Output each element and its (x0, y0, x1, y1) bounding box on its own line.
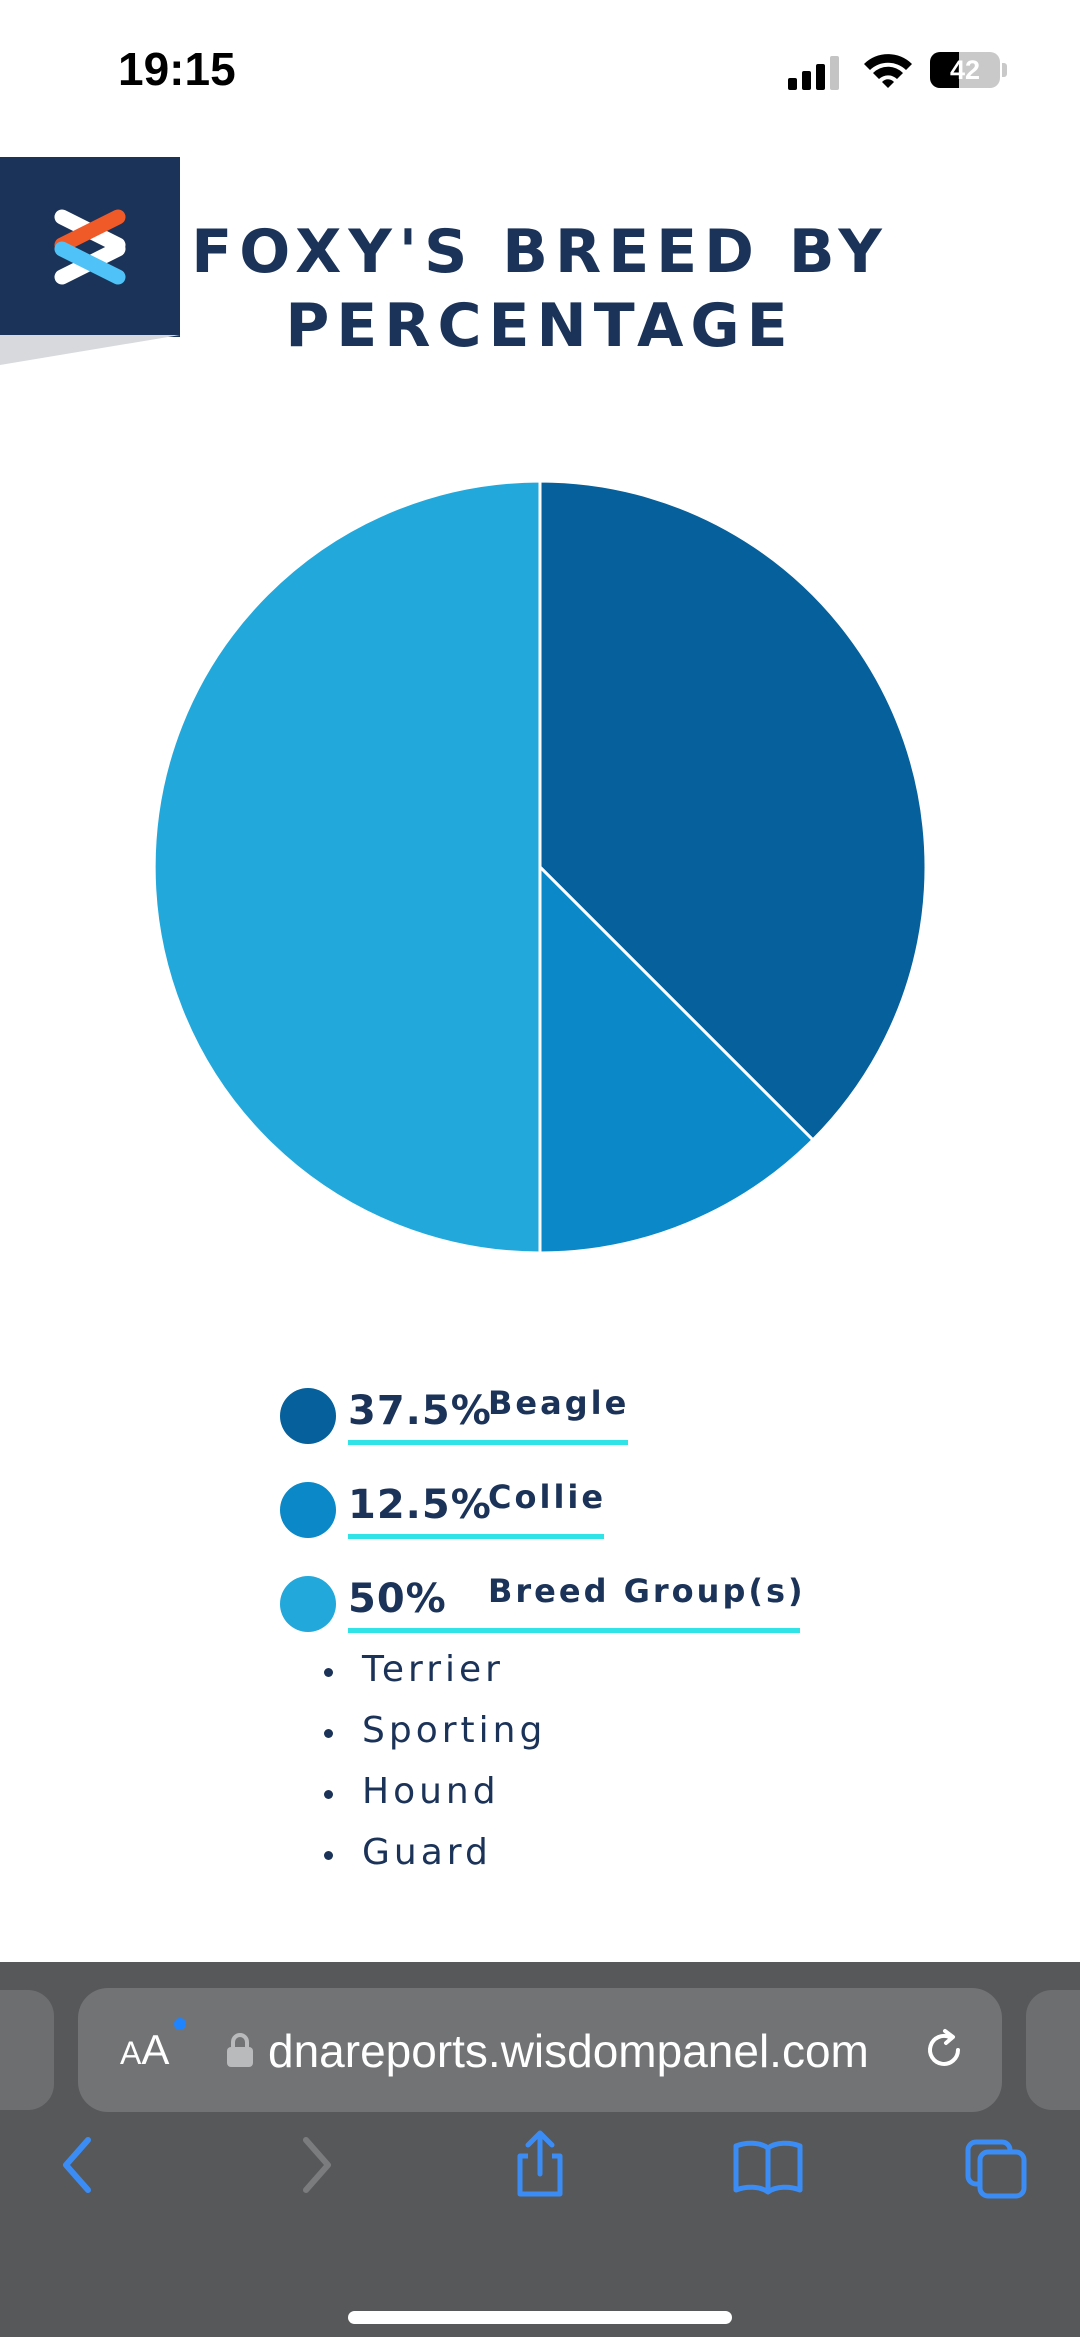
legend-label: Beagle (488, 1384, 630, 1422)
legend-item-collie: 12.5% Collie (278, 1474, 878, 1568)
url-text[interactable]: dnareports.wisdompanel.com (268, 2025, 869, 2077)
list-item: Terrier (278, 1640, 546, 1701)
legend-percent: 50% (348, 1576, 447, 1622)
list-item: Hound (278, 1762, 546, 1823)
breed-pie-chart (152, 479, 928, 1255)
legend-swatch (280, 1482, 336, 1538)
previous-tab-preview[interactable] (0, 1990, 54, 2110)
tabs-icon[interactable] (964, 2130, 1028, 2200)
battery-level: 42 (949, 55, 981, 85)
legend-swatch (280, 1576, 336, 1632)
home-indicator[interactable] (348, 2311, 732, 2324)
address-bar[interactable]: AA dnareports.wisdompanel.com (78, 1988, 1002, 2112)
legend-label: Collie (488, 1478, 607, 1516)
bookmarks-icon[interactable] (732, 2130, 804, 2200)
share-icon[interactable] (508, 2130, 572, 2200)
page-title: FOXY'S BREED BY PERCENTAGE (191, 217, 889, 361)
legend-percent: 37.5% (348, 1388, 492, 1434)
wifi-icon (864, 54, 912, 88)
list-item: Sporting (278, 1701, 546, 1762)
reload-icon[interactable] (920, 2026, 968, 2074)
list-item: Guard (278, 1823, 546, 1884)
legend-label: Breed Group(s) (488, 1572, 806, 1610)
logo-shadow (0, 335, 180, 365)
logo (0, 157, 180, 337)
pie-slice-beagle (538, 479, 928, 1143)
pie-slice-collie (538, 863, 816, 1255)
chart-legend: 37.5% Beagle 12.5% Collie 50% Breed Grou… (278, 1380, 878, 1662)
battery-icon: 42 (930, 52, 1008, 88)
legend-swatch (280, 1388, 336, 1444)
legend-percent: 12.5% (348, 1482, 492, 1528)
status-time: 19:15 (118, 43, 236, 95)
lock-icon (227, 2033, 253, 2067)
report-header: FOXY'S BREED BY PERCENTAGE (0, 155, 1080, 370)
back-icon[interactable] (48, 2130, 112, 2200)
status-bar: 19:15 42 (0, 0, 1080, 140)
pie-slice-breed-group-s (152, 479, 542, 1255)
browser-toolbar: AA dnareports.wisdompanel.com (0, 1962, 1080, 2337)
forward-icon[interactable] (282, 2130, 346, 2200)
next-tab-preview[interactable] (1026, 1990, 1080, 2110)
legend-item-breed-groups: 50% Breed Group(s) (278, 1568, 878, 1662)
signal-icon (788, 56, 839, 90)
legend-underline (348, 1628, 800, 1633)
extension-indicator-dot (174, 2018, 186, 2030)
text-size-button[interactable]: AA (120, 2026, 170, 2073)
breed-group-list: Terrier Sporting Hound Guard (278, 1640, 546, 1884)
legend-underline (348, 1534, 604, 1539)
wisdom-panel-logo-icon (54, 209, 126, 285)
legend-item-beagle: 37.5% Beagle (278, 1380, 878, 1474)
legend-underline (348, 1440, 628, 1445)
